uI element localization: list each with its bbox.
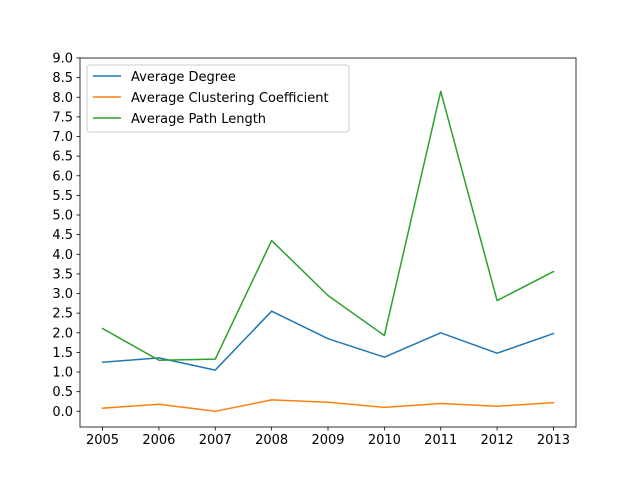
x-tick-label: 2005 bbox=[86, 433, 119, 448]
y-tick-label: 8.0 bbox=[52, 91, 73, 106]
x-tick-label: 2010 bbox=[368, 433, 401, 448]
legend-box bbox=[86, 64, 350, 133]
legend-label-2: Average Clustering Coefficient bbox=[131, 91, 329, 106]
y-tick-label: 2.5 bbox=[52, 307, 73, 322]
x-tick-label: 2009 bbox=[311, 433, 344, 448]
y-tick-label: 8.5 bbox=[52, 71, 73, 86]
y-tick-label: 2.0 bbox=[52, 326, 73, 341]
series-line-2 bbox=[101, 399, 555, 413]
x-tick-label: 2012 bbox=[481, 433, 514, 448]
y-tick-label: 5.5 bbox=[52, 189, 73, 204]
y-tick-label: 0.0 bbox=[52, 405, 73, 420]
y-tick-label: 6.0 bbox=[52, 169, 73, 184]
y-tick-label: 7.5 bbox=[52, 110, 73, 125]
y-tick-label: 7.0 bbox=[52, 130, 73, 145]
y-tick-label: 4.0 bbox=[52, 248, 73, 263]
x-tick-label: 2008 bbox=[255, 433, 288, 448]
x-tick-label: 2007 bbox=[199, 433, 232, 448]
x-tick-label: 2006 bbox=[142, 433, 175, 448]
series-line-1 bbox=[101, 310, 555, 371]
y-tick-label: 1.0 bbox=[52, 366, 73, 381]
legend: Average Degree Average Clustering Coeffic… bbox=[86, 64, 350, 133]
x-tick-label: 2013 bbox=[537, 433, 570, 448]
y-tick-label: 0.5 bbox=[52, 385, 73, 400]
y-tick-label: 6.5 bbox=[52, 150, 73, 165]
y-tick-label: 5.0 bbox=[52, 209, 73, 224]
y-tick-label: 3.0 bbox=[52, 287, 73, 302]
y-tick-label: 9.0 bbox=[52, 52, 73, 67]
y-tick-label: 1.5 bbox=[52, 346, 73, 361]
legend-label-1: Average Degree bbox=[131, 70, 236, 85]
x-tick-label: 2011 bbox=[424, 433, 457, 448]
legend-label-3: Average Path Length bbox=[131, 112, 266, 127]
y-tick-label: 4.5 bbox=[52, 228, 73, 243]
y-tick-label: 3.5 bbox=[52, 267, 73, 282]
series-line-3 bbox=[101, 90, 555, 362]
